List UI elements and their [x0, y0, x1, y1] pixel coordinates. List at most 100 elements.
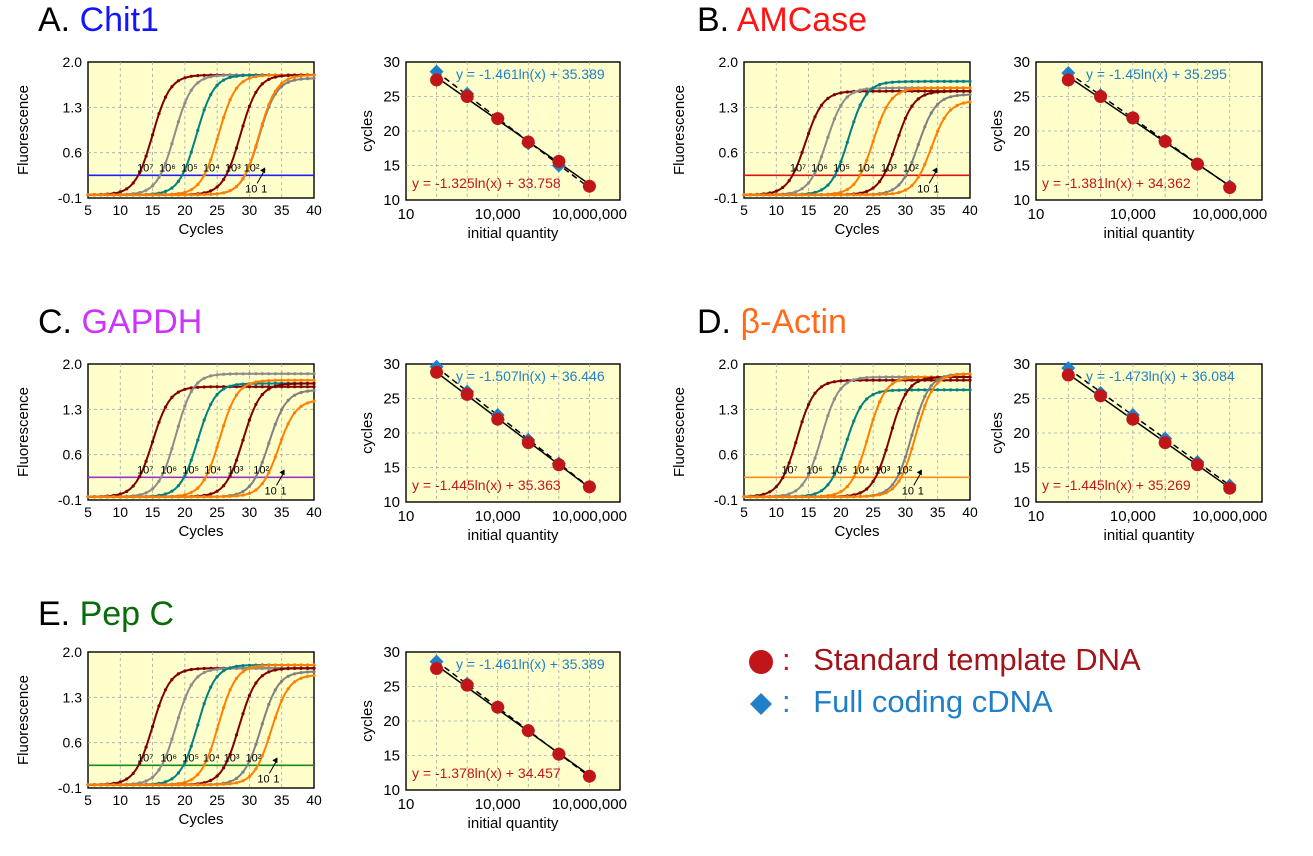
curve-point	[254, 767, 258, 771]
curve-point	[241, 670, 245, 674]
curve-point	[929, 86, 933, 90]
curve-point	[286, 372, 290, 376]
curve-point	[267, 381, 271, 386]
curve-point	[819, 385, 824, 389]
curve-point	[228, 752, 232, 756]
curve-point	[807, 193, 811, 197]
curve-point	[794, 441, 798, 445]
curve-point	[267, 670, 271, 674]
curve-point	[196, 74, 200, 78]
curve-point	[144, 459, 148, 463]
curve-point	[916, 79, 920, 84]
curve-point	[845, 437, 849, 441]
standard-point	[1223, 481, 1237, 495]
gene-name: Pep C	[79, 595, 175, 633]
dilution-label: 10³	[224, 752, 240, 764]
curve-point	[176, 120, 180, 124]
x-axis-label: initial quantity	[468, 225, 559, 242]
curve-point	[118, 495, 122, 499]
curve-point	[247, 759, 251, 763]
curve-point	[884, 491, 888, 495]
equation-full-cdna: y = -1.461ln(x) + 35.389	[456, 656, 605, 672]
x-tick-label: 40	[962, 202, 978, 218]
curve-point	[280, 667, 284, 671]
panel-letter: C.	[38, 303, 72, 341]
curve-point	[228, 98, 232, 102]
curve-point	[293, 382, 297, 386]
panel-letter: B.	[697, 1, 730, 39]
curve-point	[813, 456, 817, 460]
curve-point	[755, 495, 759, 499]
curve-point	[787, 492, 791, 496]
curve-point	[742, 193, 746, 197]
curve-point	[125, 187, 129, 191]
curve-point	[234, 494, 239, 498]
curve-point	[794, 495, 798, 499]
curve-point	[910, 378, 914, 382]
curve-point	[781, 185, 785, 190]
x-tick-label: 35	[274, 504, 290, 520]
curve-point	[202, 666, 206, 671]
gene-name: β-Actin	[740, 303, 847, 341]
curve-point	[936, 375, 940, 379]
curve-point	[890, 388, 895, 392]
curve-point	[144, 745, 148, 749]
curve-point	[183, 190, 187, 194]
curve-point	[267, 663, 271, 667]
y-tick-label: 25	[1013, 391, 1030, 408]
curve-point	[222, 387, 226, 391]
curve-point	[144, 154, 148, 158]
curve-point	[228, 780, 232, 784]
curve-point	[183, 669, 187, 673]
x-tick-label: 30	[242, 792, 258, 808]
dilution-label: 10	[245, 183, 257, 195]
x-tick-label: 10	[398, 206, 415, 223]
curve-point	[241, 493, 245, 497]
curve-point	[189, 458, 193, 462]
curve-point	[228, 372, 232, 376]
curve-point	[826, 495, 830, 499]
curve-point	[157, 175, 161, 179]
curve-point	[222, 177, 226, 182]
y-tick-label: 25	[383, 391, 400, 408]
dilution-label: 10³	[227, 464, 243, 476]
curve-point	[260, 392, 264, 397]
curve-point	[807, 495, 811, 499]
curve-point	[839, 495, 843, 499]
curve-point	[858, 103, 862, 107]
curve-point	[215, 489, 219, 493]
curve-point	[202, 73, 206, 77]
curve-point	[92, 193, 97, 197]
curve-point	[254, 90, 258, 94]
dilution-label: 10⁷	[790, 162, 806, 174]
dilution-label: 1	[261, 183, 267, 195]
y-tick-label: 15	[383, 158, 400, 175]
x-axis-label: initial quantity	[468, 815, 559, 832]
curve-point	[215, 373, 219, 377]
curve-point	[774, 485, 778, 489]
curve-point	[890, 86, 895, 90]
curve-point	[222, 484, 226, 488]
y-axis-label: cycles	[359, 412, 376, 454]
curve-point	[189, 193, 193, 197]
curve-point	[293, 385, 297, 389]
curve-point	[234, 393, 239, 397]
dilution-label: 10⁵	[831, 464, 848, 476]
curve-point	[131, 771, 135, 775]
curve-point	[273, 381, 277, 385]
x-axis-label: Cycles	[834, 523, 879, 540]
curve-point	[286, 378, 290, 382]
curve-point	[247, 163, 251, 167]
curve-point	[878, 467, 882, 471]
curve-point	[157, 495, 161, 499]
curve-point	[929, 384, 933, 388]
curve-point	[273, 455, 277, 459]
y-tick-label: 0.6	[63, 145, 83, 161]
curve-point	[247, 491, 251, 495]
curve-point	[305, 663, 310, 667]
curve-point	[176, 390, 180, 394]
standard-point	[1061, 368, 1075, 382]
curve-point	[183, 495, 187, 499]
curve-point	[189, 490, 193, 494]
